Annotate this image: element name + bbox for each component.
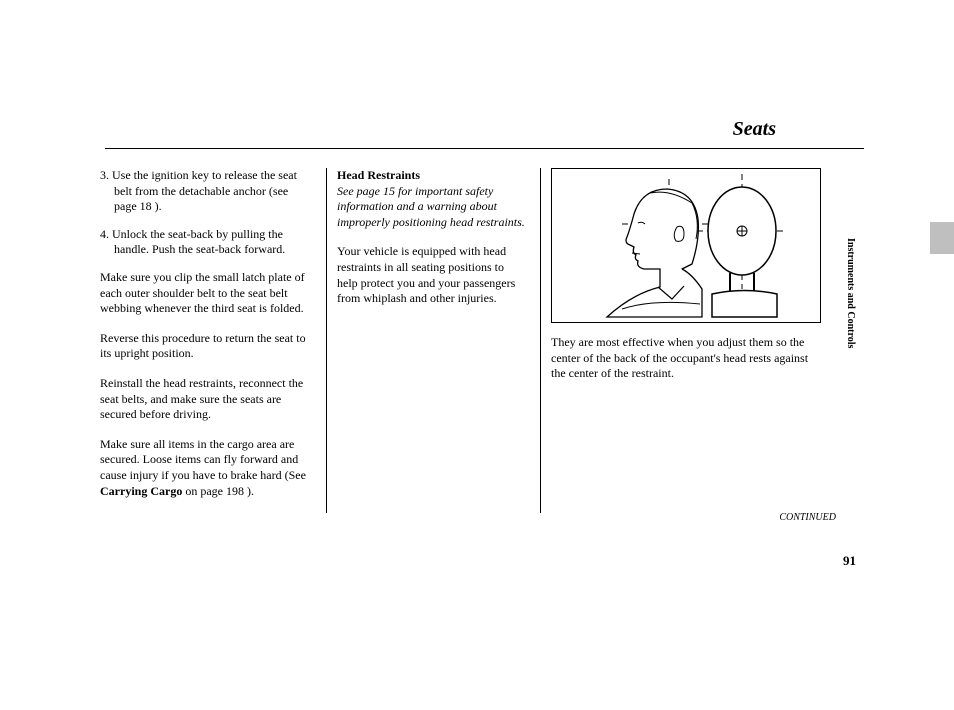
para-cargo-b: on page 198 ). bbox=[182, 484, 254, 498]
page-number: 91 bbox=[843, 553, 856, 569]
step-3-number: 3. bbox=[100, 168, 109, 182]
head-restraints-note: See page 15 for important safety informa… bbox=[337, 184, 526, 231]
headrest-diagram-svg bbox=[552, 169, 822, 324]
para-reinstall: Reinstall the head restraints, reconnect… bbox=[100, 376, 312, 423]
para-reverse: Reverse this procedure to return the sea… bbox=[100, 331, 312, 362]
horizontal-rule bbox=[105, 148, 864, 149]
head-restraints-body: Your vehicle is equipped with head restr… bbox=[337, 244, 526, 306]
step-4-number: 4. bbox=[100, 227, 109, 241]
column-3: They are most effective when you adjust … bbox=[540, 168, 815, 513]
section-tab bbox=[930, 222, 954, 254]
para-latch: Make sure you clip the small latch plate… bbox=[100, 270, 312, 317]
para-cargo-bold: Carrying Cargo bbox=[100, 484, 182, 498]
page-title: Seats bbox=[733, 118, 776, 141]
head-restraints-heading: Head Restraints bbox=[337, 168, 526, 184]
step-4-text: Unlock the seat-back by pulling the hand… bbox=[112, 227, 285, 257]
column-1: 3. Use the ignition key to release the s… bbox=[100, 168, 312, 513]
section-label: Instruments and Controls bbox=[845, 238, 856, 348]
para-cargo-a: Make sure all items in the cargo area ar… bbox=[100, 437, 306, 482]
step-3-text: Use the ignition key to release the seat… bbox=[112, 168, 297, 213]
content-columns: 3. Use the ignition key to release the s… bbox=[100, 168, 864, 513]
step-3: 3. Use the ignition key to release the s… bbox=[100, 168, 312, 215]
restraint-effective-text: They are most effective when you adjust … bbox=[551, 335, 815, 382]
para-cargo: Make sure all items in the cargo area ar… bbox=[100, 437, 312, 499]
column-2: Head Restraints See page 15 for importan… bbox=[326, 168, 526, 513]
head-restraint-illustration bbox=[551, 168, 821, 323]
step-4: 4. Unlock the seat-back by pulling the h… bbox=[100, 227, 312, 258]
continued-label: CONTINUED bbox=[779, 512, 836, 523]
manual-page: Seats 3. Use the ignition key to release… bbox=[0, 0, 954, 553]
